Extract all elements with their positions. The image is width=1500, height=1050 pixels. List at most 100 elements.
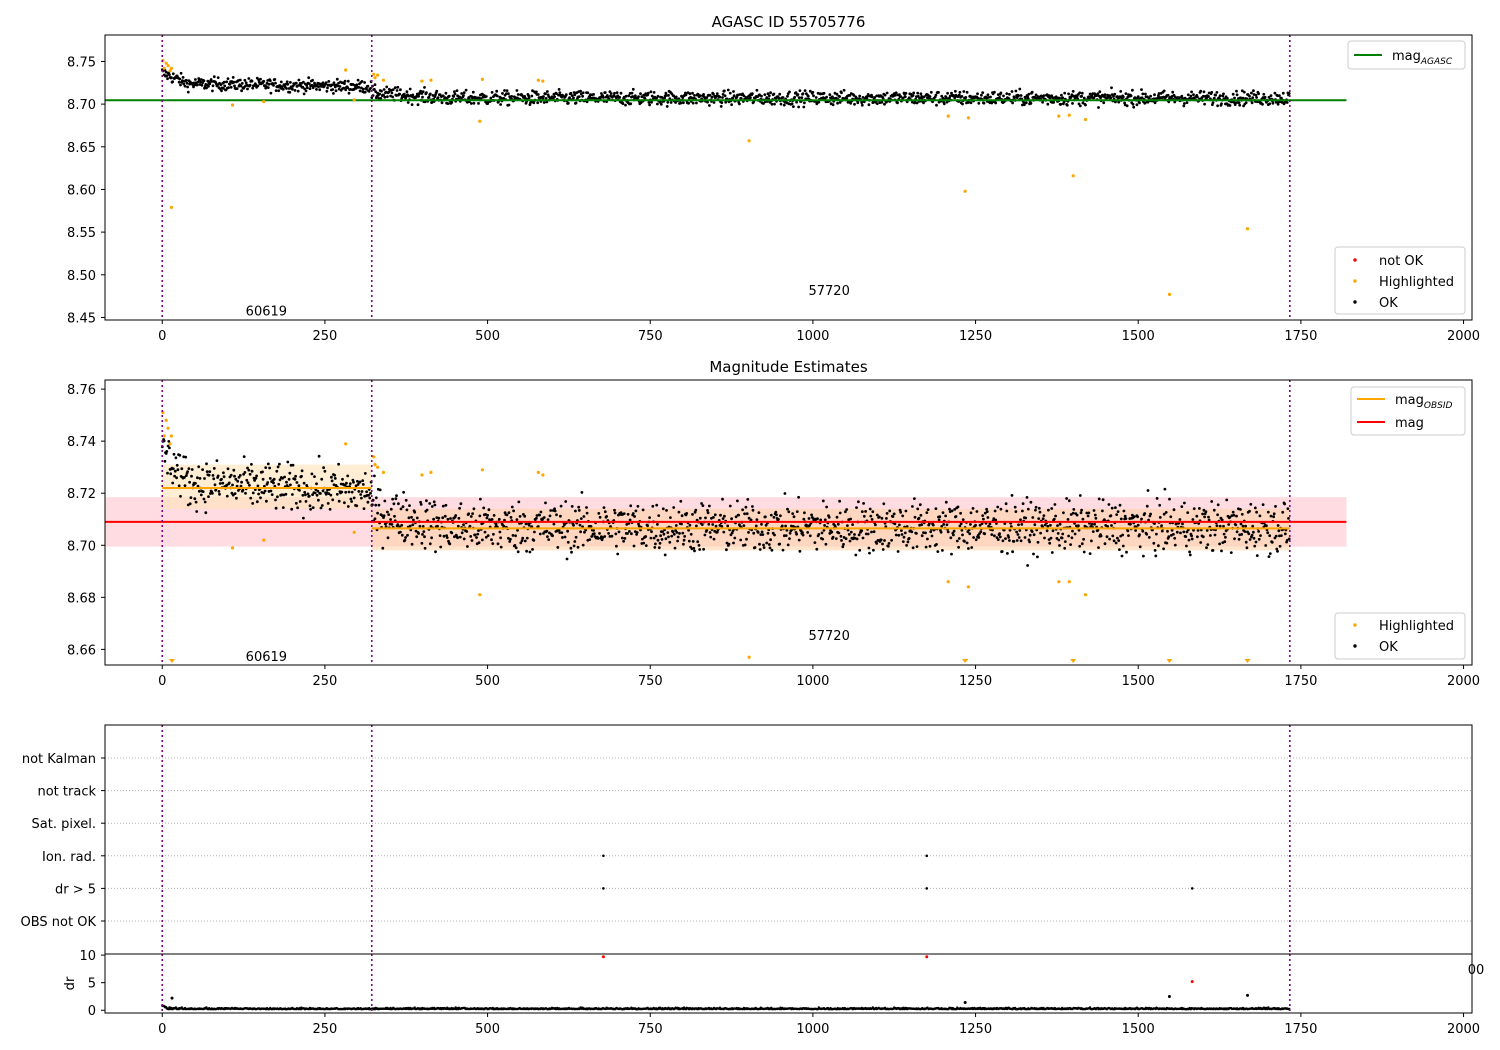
ok-point xyxy=(1103,93,1107,96)
ok-point xyxy=(687,101,690,105)
ok-point xyxy=(998,535,1002,539)
ok-point xyxy=(1163,487,1167,491)
ok-point xyxy=(680,514,684,518)
ok-point xyxy=(502,524,506,528)
ok-point xyxy=(813,541,817,544)
ok-point xyxy=(586,91,590,95)
ok-point xyxy=(1050,507,1054,510)
ok-point xyxy=(1276,102,1280,106)
ok-point xyxy=(1237,537,1241,541)
ok-point xyxy=(749,96,752,100)
ok-point xyxy=(765,96,769,99)
ok-point xyxy=(352,480,355,484)
ok-point xyxy=(1143,512,1147,515)
ok-point xyxy=(787,510,791,514)
ok-point xyxy=(1119,517,1123,521)
ok-point xyxy=(588,538,592,541)
ok-point xyxy=(949,536,953,540)
x-tick-label: 1750 xyxy=(1284,329,1317,344)
ok-point xyxy=(1224,535,1227,539)
ok-point xyxy=(361,483,365,486)
ok-point xyxy=(582,515,586,518)
ok-point xyxy=(507,511,511,514)
ok-point xyxy=(1115,513,1119,516)
ok-point xyxy=(1125,550,1128,554)
ok-point xyxy=(208,470,212,473)
ok-point xyxy=(1140,88,1143,91)
ok-point xyxy=(342,86,346,90)
ok-point xyxy=(211,474,215,477)
ok-point xyxy=(1059,102,1063,106)
ok-point xyxy=(797,495,800,499)
ok-point xyxy=(196,83,199,87)
ok-point xyxy=(747,531,750,534)
ok-point xyxy=(234,477,238,481)
ok-point xyxy=(1078,544,1082,548)
ok-point xyxy=(560,531,564,534)
ok-point xyxy=(1117,539,1121,542)
out-of-range-marker xyxy=(962,659,969,663)
ok-point xyxy=(266,462,270,466)
ok-point xyxy=(182,82,186,86)
ok-point xyxy=(1006,552,1009,555)
ok-point xyxy=(592,529,595,532)
ok-point xyxy=(882,502,886,506)
ok-point xyxy=(918,503,922,507)
ok-point xyxy=(428,502,432,505)
ok-point xyxy=(300,474,303,478)
ok-point xyxy=(976,92,979,96)
ok-point xyxy=(400,523,404,527)
ok-point xyxy=(1268,552,1272,555)
ok-point xyxy=(511,534,515,537)
ok-point xyxy=(1173,543,1177,547)
ok-point xyxy=(855,537,859,541)
ok-point xyxy=(263,489,267,493)
ok-point xyxy=(857,500,860,504)
ok-point xyxy=(801,533,805,537)
ok-point xyxy=(1235,514,1238,518)
ok-point xyxy=(1135,103,1139,107)
ok-point xyxy=(394,497,398,501)
ok-point xyxy=(913,497,916,500)
ok-point xyxy=(775,513,778,517)
ok-point xyxy=(517,500,521,504)
ok-point xyxy=(471,90,475,94)
ok-point xyxy=(760,522,763,526)
ok-point xyxy=(788,537,791,540)
ok-point xyxy=(365,87,368,91)
ok-point xyxy=(1078,104,1082,108)
x-tick-label: 1500 xyxy=(1122,674,1155,689)
ok-point xyxy=(435,89,439,93)
ok-point xyxy=(1285,101,1289,104)
ok-point xyxy=(819,518,823,522)
ok-point xyxy=(289,483,292,487)
ok-point xyxy=(849,101,852,105)
ok-point xyxy=(868,551,871,555)
ok-point xyxy=(828,93,832,97)
ok-point xyxy=(212,477,216,481)
ok-point xyxy=(1153,522,1156,525)
ok-point xyxy=(1106,525,1109,528)
ok-point xyxy=(222,471,225,475)
ok-point xyxy=(1105,535,1109,539)
ok-point xyxy=(181,76,185,79)
ok-point xyxy=(1120,554,1124,558)
ok-point xyxy=(374,90,378,93)
ok-point xyxy=(552,522,556,526)
legend-label: Highlighted xyxy=(1379,275,1454,290)
ok-point xyxy=(1072,508,1076,511)
flag-point xyxy=(925,854,929,858)
ok-point xyxy=(1011,101,1014,105)
ok-point xyxy=(836,101,839,105)
ok-point xyxy=(458,506,461,510)
ok-point xyxy=(272,477,276,481)
highlighted-point xyxy=(536,78,540,82)
ok-point xyxy=(1077,102,1081,106)
ok-point xyxy=(240,480,244,484)
ok-point xyxy=(259,496,262,500)
ok-point xyxy=(245,478,249,482)
ok-point xyxy=(756,531,760,534)
ok-point xyxy=(326,502,330,505)
ok-point xyxy=(1079,511,1083,515)
ok-point xyxy=(170,76,173,80)
